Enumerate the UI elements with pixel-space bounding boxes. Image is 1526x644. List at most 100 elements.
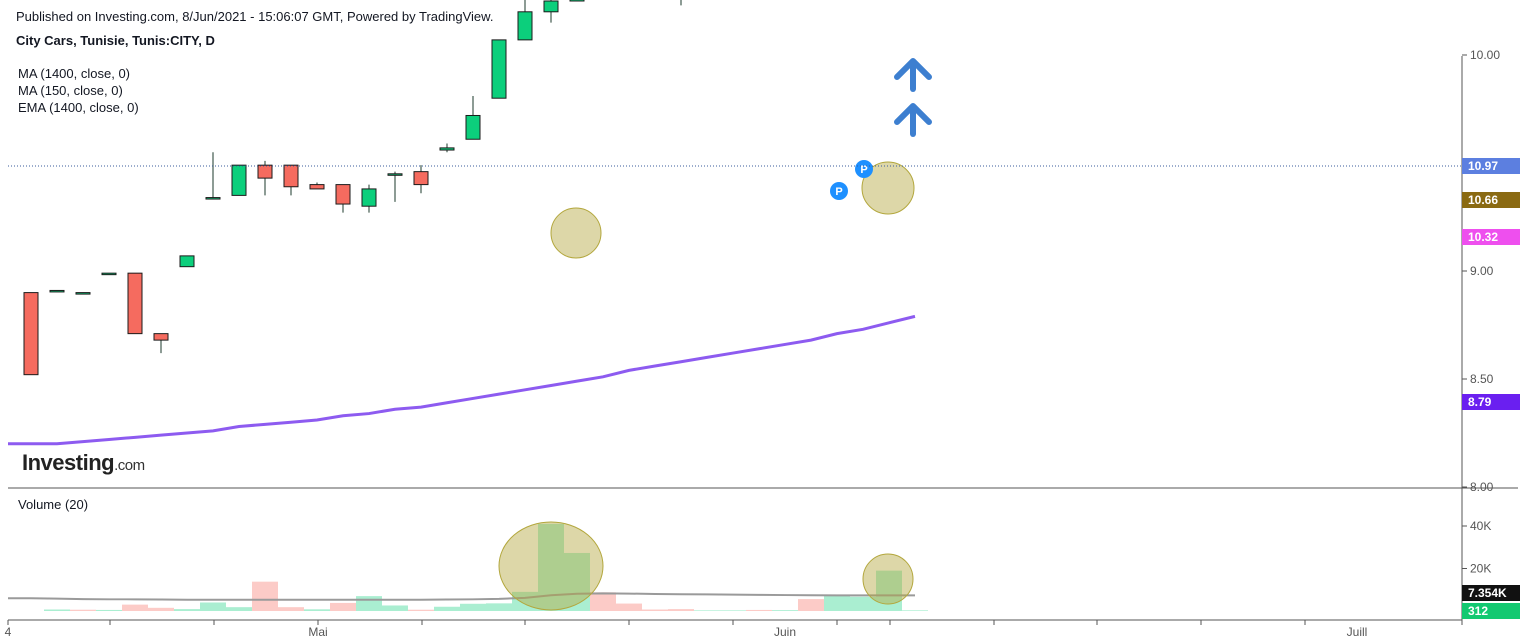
candle-body-up [439, 147, 455, 151]
candles [23, 0, 682, 376]
candle-body-up [179, 255, 195, 268]
candle [309, 182, 325, 190]
volume-bar [122, 604, 148, 611]
date-tick-label: Juill [1347, 625, 1368, 639]
volume-bar [226, 607, 252, 611]
ema1400-line [8, 314, 916, 446]
volume-bar [746, 609, 772, 611]
candle-body-down [127, 272, 143, 335]
volume-bar [382, 605, 408, 611]
volume-bar [798, 599, 824, 611]
candle [569, 0, 585, 2]
candle [101, 272, 117, 276]
volume-bar [824, 595, 850, 611]
volume-bar [148, 607, 174, 611]
event-marker [855, 160, 873, 178]
candle [465, 96, 481, 140]
candle [680, 0, 682, 6]
chart-frame [8, 56, 1518, 621]
candle [413, 165, 429, 194]
volume-ma-badge: 7.354K [1462, 585, 1520, 601]
candle-body-up [231, 164, 247, 196]
indicator-ma150-label[interactable]: MA (150, close, 0) [18, 83, 123, 98]
date-tick-label: Mai [308, 625, 327, 639]
volume-bar [434, 606, 460, 611]
ma150-value-badge: 10.32 [1462, 229, 1520, 245]
candle [127, 272, 143, 335]
volume-bar [772, 610, 798, 611]
price-tick-label: 8.50 [1470, 372, 1494, 386]
volume-bar [304, 609, 330, 611]
candle [153, 333, 169, 354]
indicator-lines [8, 314, 916, 446]
candle [361, 184, 377, 213]
volume-highlight-circle [862, 553, 914, 605]
highlight-circle [861, 161, 915, 215]
candle [387, 171, 403, 202]
candle-body-up [101, 272, 117, 276]
volume-bar [850, 596, 876, 611]
volume-bar [408, 609, 434, 611]
volume-bar [668, 609, 694, 611]
candle-body-down [283, 164, 299, 188]
investing-logo: Investing.com [22, 450, 145, 476]
volume-bar [278, 607, 304, 611]
volume-indicator-label[interactable]: Volume (20) [18, 497, 89, 512]
annotations: PP [498, 58, 932, 611]
candle-body-up [387, 173, 403, 176]
candle-body-up [49, 289, 65, 293]
price-axis: 11.5011.0010.5010.009.509.008.508.00 [1462, 48, 1500, 494]
candle [257, 160, 273, 196]
candle-body-up [491, 39, 507, 99]
event-marker-label: P [835, 186, 842, 198]
logo-suffix: .com [114, 457, 145, 474]
candle-body-up [569, 0, 585, 2]
volume-bar [486, 603, 512, 611]
volume-tick-label: 40K [1470, 519, 1491, 533]
candle [23, 292, 39, 376]
volume-ma-line [8, 592, 915, 601]
volume-bar [616, 603, 642, 611]
volume-bar [694, 610, 720, 611]
candle [491, 39, 507, 99]
volume-last-badge: 312 [1462, 603, 1520, 619]
candle-body-up [465, 114, 481, 140]
date-tick-label: Juin [774, 625, 796, 639]
symbol-title[interactable]: City Cars, Tunisie, Tunis:CITY, D [16, 33, 215, 48]
candle [517, 0, 533, 41]
indicator-ema1400-label[interactable]: EMA (1400, close, 0) [18, 100, 139, 115]
candle-body-down [309, 184, 325, 190]
candle [75, 292, 91, 295]
candle [179, 255, 195, 268]
highlight-circle [550, 207, 602, 259]
volume-bar [564, 552, 590, 611]
volume-bar [460, 603, 486, 611]
price-tick-label: 9.00 [1470, 264, 1494, 278]
candle-body-down [153, 333, 169, 341]
candle-body-up [361, 188, 377, 207]
event-marker-label: P [860, 164, 867, 176]
candle [49, 289, 65, 293]
volume-bar [252, 581, 278, 611]
candle [335, 184, 351, 213]
date-axis: 4 Mai Juin Juill [5, 620, 1463, 639]
candle [543, 0, 559, 23]
volume-bar [642, 609, 668, 611]
date-tick-label: 4 [5, 625, 12, 639]
published-caption: Published on Investing.com, 8/Jun/2021 -… [16, 9, 494, 24]
candle [439, 143, 455, 153]
volume-bar [96, 609, 122, 611]
indicator-ma1400-label[interactable]: MA (1400, close, 0) [18, 66, 130, 81]
candle-body-up [205, 197, 221, 200]
volume-bar [720, 610, 746, 611]
candle [231, 164, 247, 196]
ema1400-value-badge: 8.79 [1462, 394, 1520, 410]
candle-body-up [75, 292, 91, 295]
candle [283, 164, 299, 196]
volume-bar [356, 596, 382, 611]
price-tick-label: 8.00 [1470, 480, 1494, 494]
volume-bar [330, 602, 356, 611]
candle-body-down [335, 184, 351, 205]
volume-axis: 40K 20K [1462, 519, 1491, 576]
